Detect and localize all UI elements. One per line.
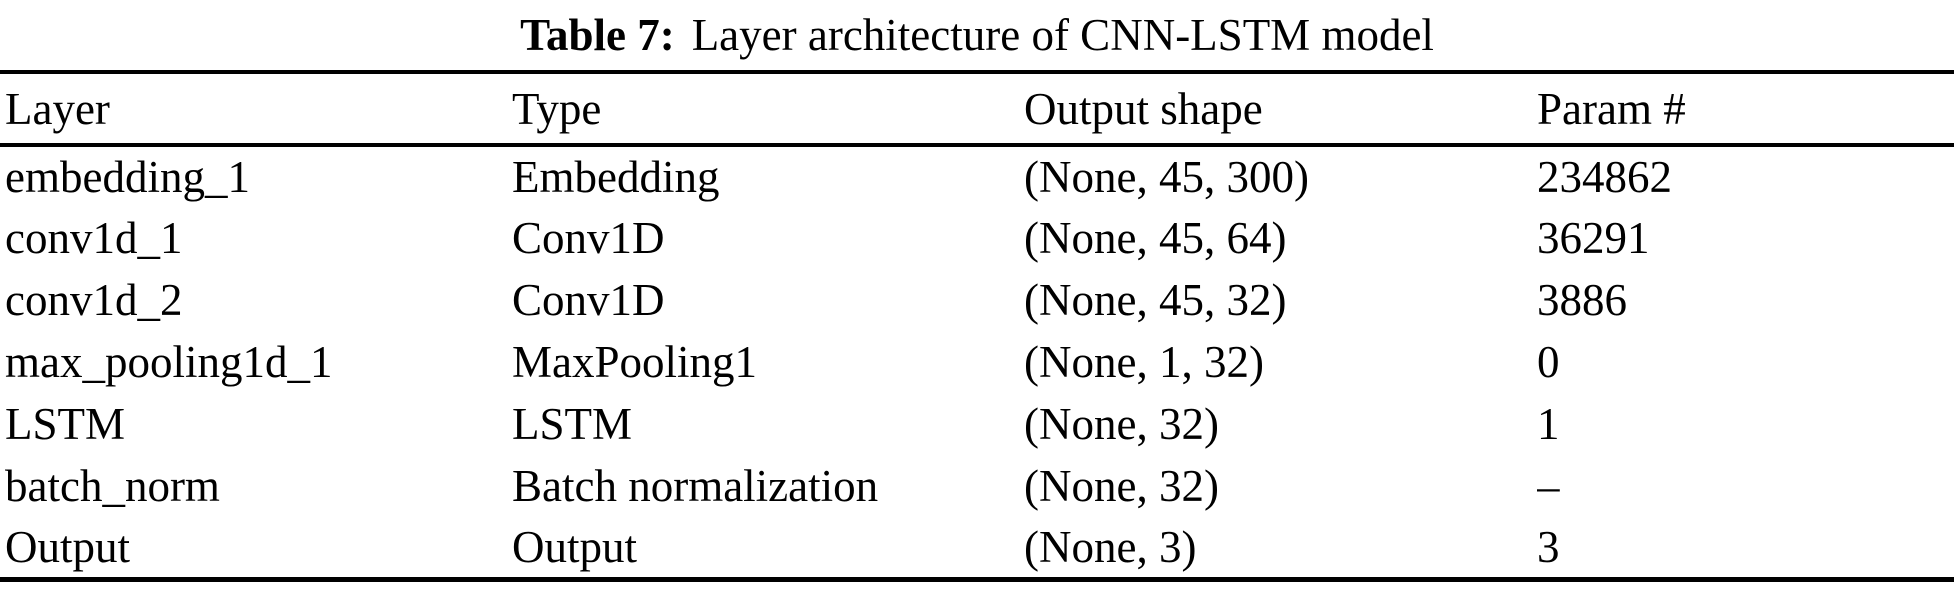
cell-type: Embedding bbox=[512, 152, 720, 202]
header-row: Layer Type Output shape Param # bbox=[0, 72, 1954, 145]
cell-params: 1 bbox=[1537, 399, 1560, 449]
cell-output-shape: (None, 45, 64) bbox=[1024, 213, 1287, 263]
table-row: max_pooling1d_1 MaxPooling1 (None, 1, 32) 0 bbox=[0, 331, 1954, 393]
cell-type: Output bbox=[512, 521, 638, 572]
table-row: Output Output (None, 3) 3 bbox=[0, 517, 1954, 579]
cell-output-shape: (None, 32) bbox=[1024, 399, 1219, 449]
table-row: embedding_1 Embedding (None, 45, 300) 23486… bbox=[0, 145, 1954, 207]
cell-layer: embedding_1 bbox=[5, 152, 250, 202]
cell-type: MaxPooling1 bbox=[512, 337, 758, 387]
cell-output-shape: (None, 1, 32) bbox=[1024, 337, 1264, 387]
cell-layer: LSTM bbox=[5, 399, 126, 449]
table-caption-label: Table 7: bbox=[520, 10, 675, 60]
column-header-type: Type bbox=[512, 83, 602, 134]
table-row: LSTM LSTM (None, 32) 1 bbox=[0, 393, 1954, 455]
table-body: embedding_1 Embedding (None, 45, 300) 23486… bbox=[0, 145, 1954, 579]
table-caption: Table 7: Layer architecture of CNN-LSTM … bbox=[0, 0, 1954, 70]
column-header-layer: Layer bbox=[5, 83, 110, 134]
table-caption-text: Layer architecture of CNN-LSTM model bbox=[691, 10, 1434, 60]
table-row: conv1d_1 Conv1D (None, 45, 64) 36291 bbox=[0, 207, 1954, 269]
column-header-output-shape: Output shape bbox=[1024, 83, 1263, 134]
table-header: Layer Type Output shape Param # bbox=[0, 72, 1954, 145]
column-header-param-count: Param # bbox=[1537, 83, 1686, 134]
cell-params: – bbox=[1537, 461, 1560, 511]
cell-output-shape: (None, 45, 32) bbox=[1024, 275, 1287, 325]
paper-table-figure: Table 7: Layer architecture of CNN-LSTM … bbox=[0, 0, 1954, 582]
cell-layer: conv1d_1 bbox=[5, 213, 183, 263]
cell-layer: max_pooling1d_1 bbox=[5, 337, 333, 387]
table-row: batch_norm Batch normalization (None, 32) – bbox=[0, 455, 1954, 517]
cell-params: 0 bbox=[1537, 337, 1560, 387]
cell-type: Conv1D bbox=[512, 275, 665, 325]
cell-layer: batch_norm bbox=[5, 461, 220, 511]
cell-type: Conv1D bbox=[512, 213, 665, 263]
cell-params: 234862 bbox=[1537, 152, 1672, 202]
cell-params: 36291 bbox=[1537, 213, 1650, 263]
cell-output-shape: (None, 45, 300) bbox=[1024, 152, 1309, 202]
cell-output-shape: (None, 32) bbox=[1024, 461, 1219, 511]
cell-type: Batch normalization bbox=[512, 461, 879, 511]
cell-type: LSTM bbox=[512, 399, 633, 449]
cell-layer: Output bbox=[5, 521, 131, 572]
cell-output-shape: (None, 3) bbox=[1024, 521, 1197, 572]
layer-architecture-table: Layer Type Output shape Param # embeddin… bbox=[0, 70, 1954, 582]
cell-params: 3 bbox=[1537, 521, 1560, 572]
cell-params: 3886 bbox=[1537, 275, 1627, 325]
cell-layer: conv1d_2 bbox=[5, 275, 183, 325]
table-row: conv1d_2 Conv1D (None, 45, 32) 3886 bbox=[0, 269, 1954, 331]
